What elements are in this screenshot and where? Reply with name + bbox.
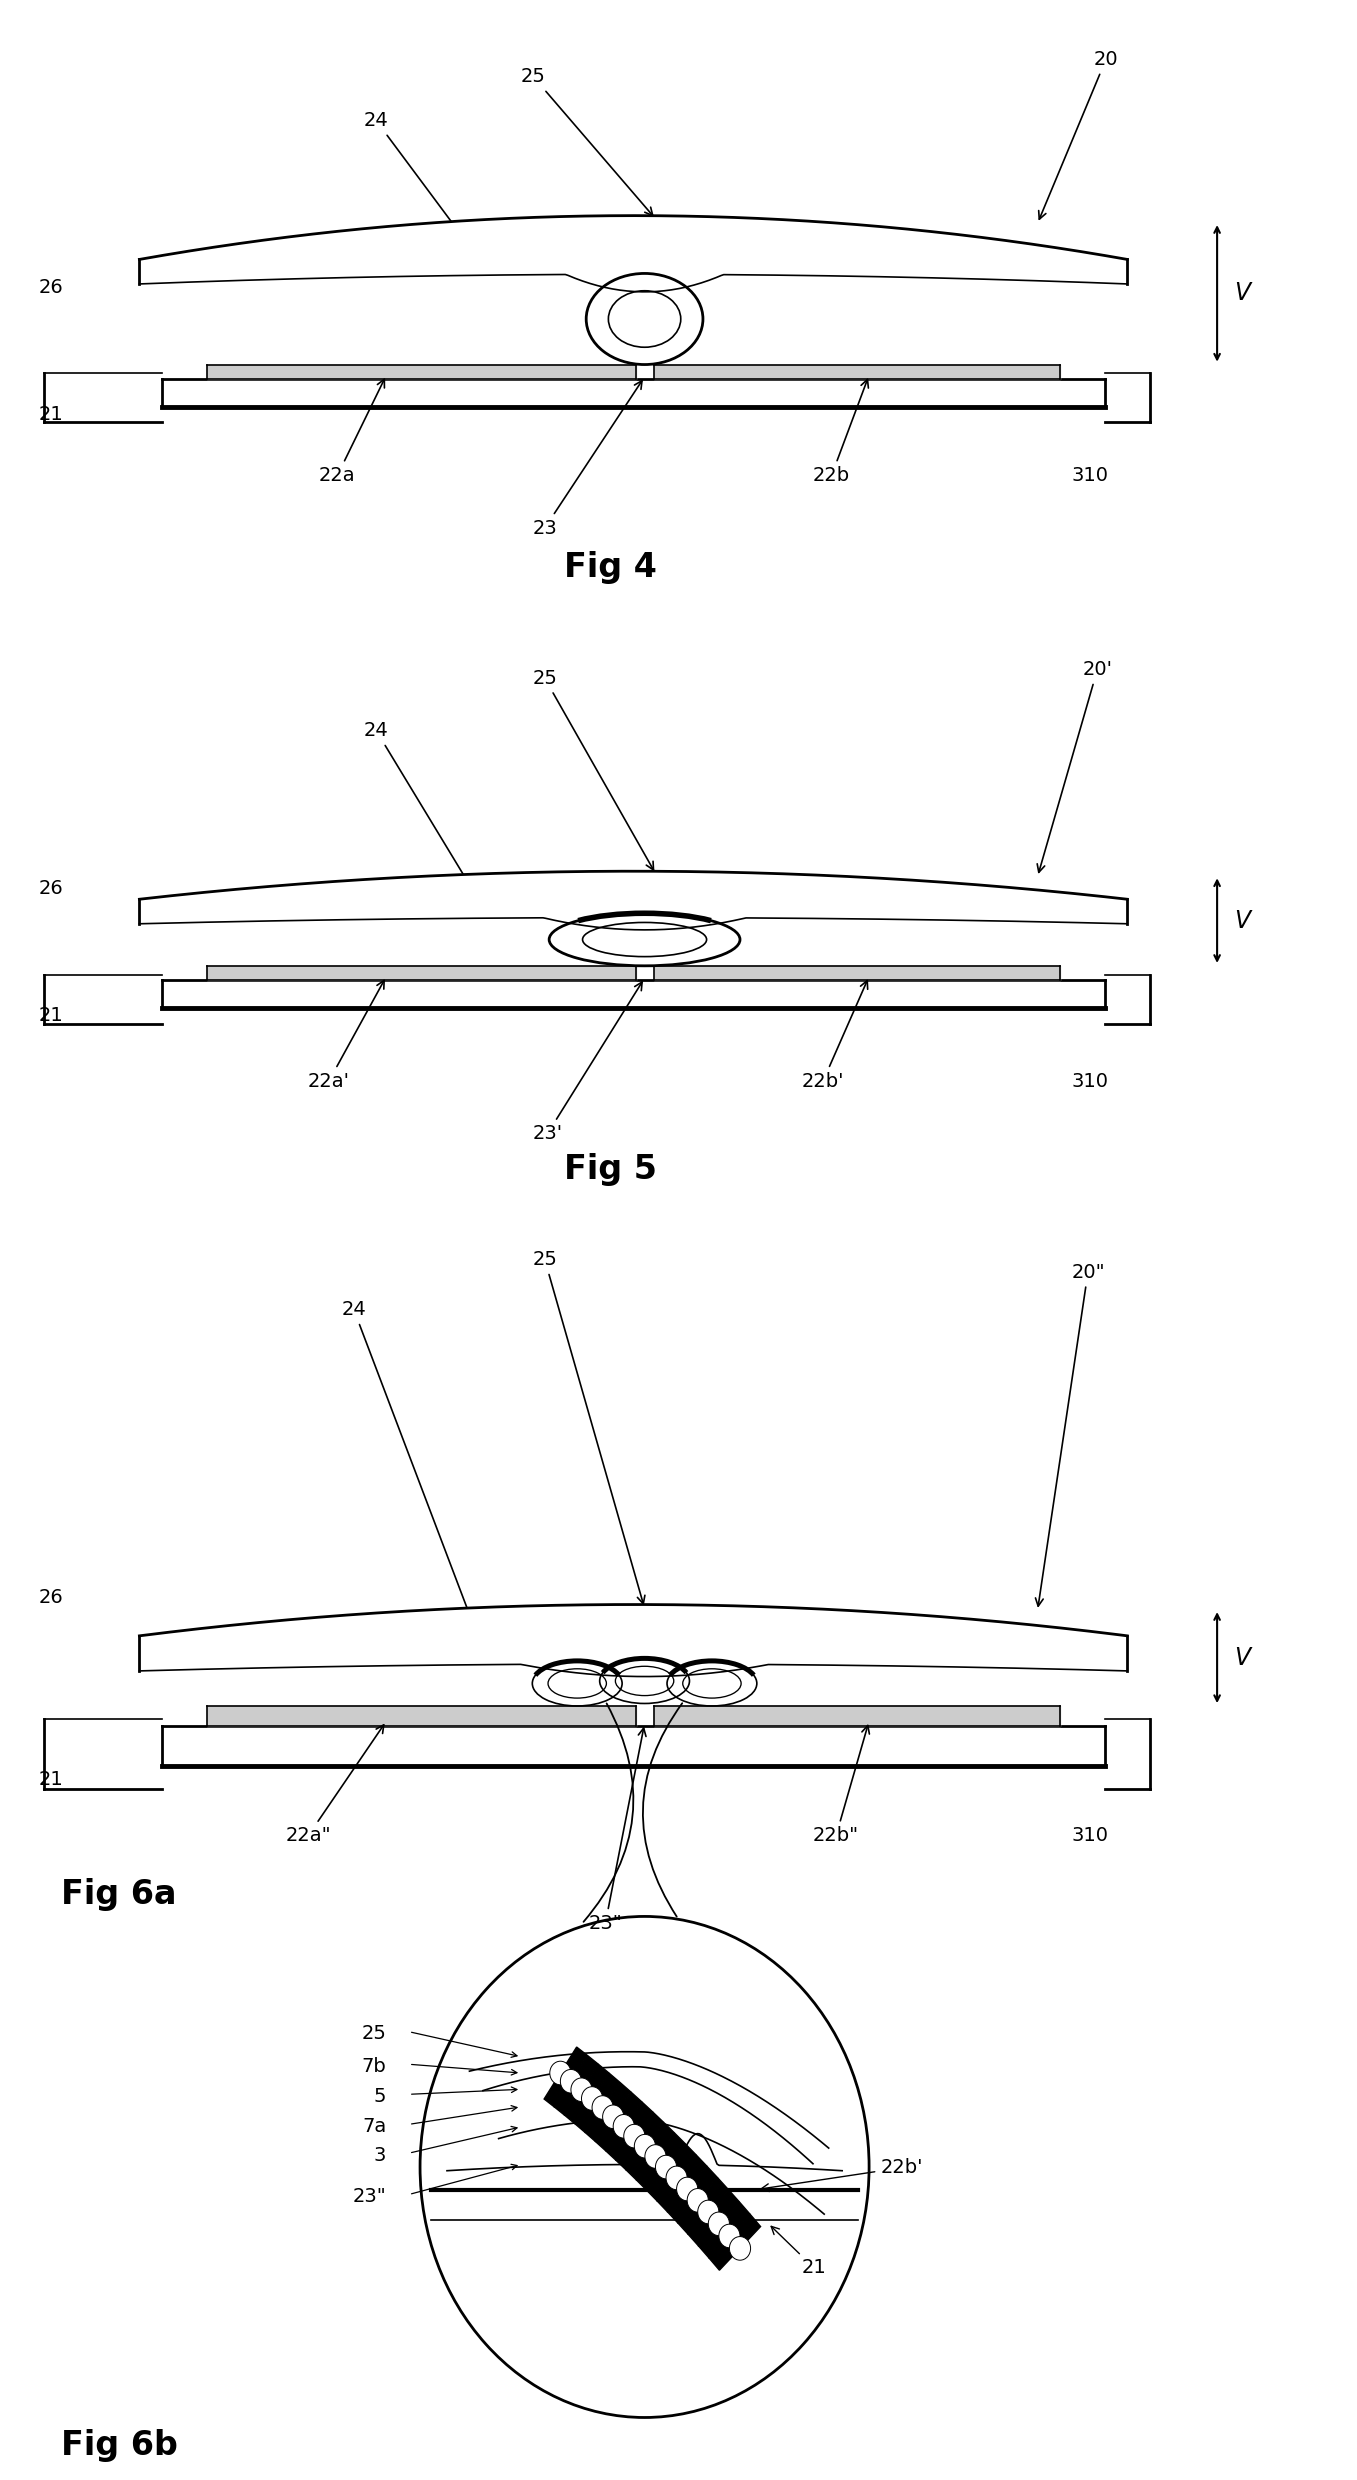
Text: V: V (1234, 280, 1250, 305)
Text: 24: 24 (364, 112, 474, 250)
Circle shape (560, 2068, 582, 2093)
Text: Fig 6a: Fig 6a (61, 1877, 176, 1912)
Text: V: V (1234, 1647, 1250, 1669)
Polygon shape (544, 2046, 588, 2108)
Circle shape (634, 2135, 655, 2158)
Text: 22b': 22b' (761, 2158, 923, 2192)
Polygon shape (555, 2056, 598, 2115)
Polygon shape (596, 2093, 642, 2150)
Text: 26: 26 (38, 878, 64, 898)
Polygon shape (677, 2177, 729, 2234)
Text: 21: 21 (38, 404, 64, 424)
Text: 26: 26 (38, 1587, 64, 1607)
Circle shape (708, 2212, 730, 2234)
Text: 25: 25 (532, 1250, 645, 1605)
Text: 22b: 22b (813, 379, 868, 486)
Text: Fig 5: Fig 5 (565, 1153, 657, 1185)
Text: 22b": 22b" (813, 1726, 870, 1845)
Text: 20': 20' (1037, 660, 1113, 873)
Text: 23": 23" (589, 1729, 646, 1932)
Polygon shape (575, 2073, 620, 2133)
Text: 25: 25 (361, 2024, 387, 2044)
Text: 20: 20 (1038, 50, 1118, 218)
Polygon shape (616, 2113, 664, 2170)
Circle shape (719, 2225, 740, 2247)
Text: Fig 6b: Fig 6b (61, 2428, 178, 2463)
Circle shape (613, 2115, 634, 2138)
Circle shape (624, 2125, 645, 2148)
Text: 310: 310 (1071, 1071, 1109, 1091)
Circle shape (603, 2106, 624, 2128)
Text: 24: 24 (342, 1300, 475, 1627)
Text: 24: 24 (364, 722, 474, 893)
Polygon shape (657, 2155, 707, 2212)
Text: 23": 23" (353, 2187, 387, 2207)
Text: 21: 21 (38, 1007, 64, 1024)
Text: 23': 23' (532, 982, 642, 1143)
Circle shape (730, 2237, 750, 2259)
Text: 7a: 7a (362, 2118, 387, 2135)
Text: 310: 310 (1071, 1825, 1109, 1845)
Text: V: V (1234, 908, 1250, 932)
Polygon shape (688, 2190, 740, 2247)
Text: 26: 26 (38, 278, 64, 298)
Circle shape (687, 2187, 708, 2212)
Circle shape (592, 2096, 613, 2120)
Text: 23: 23 (532, 379, 642, 538)
Text: 25: 25 (532, 670, 654, 870)
Polygon shape (636, 2133, 685, 2190)
Text: 7b: 7b (361, 2056, 387, 2076)
Text: 22a': 22a' (308, 980, 384, 1091)
Text: 22a: 22a (319, 379, 384, 486)
Circle shape (655, 2155, 677, 2180)
Text: 22b': 22b' (802, 980, 867, 1091)
Text: Fig 4: Fig 4 (565, 551, 657, 585)
Polygon shape (585, 2083, 631, 2143)
Polygon shape (565, 2063, 609, 2123)
Text: 25: 25 (521, 67, 653, 216)
Polygon shape (605, 2103, 653, 2160)
Text: 5: 5 (375, 2086, 387, 2106)
Text: 20": 20" (1035, 1262, 1105, 1607)
Circle shape (666, 2165, 687, 2190)
Circle shape (677, 2177, 697, 2200)
Text: 3: 3 (375, 2145, 387, 2165)
Polygon shape (668, 2165, 718, 2222)
Text: 21: 21 (771, 2227, 826, 2277)
Text: 310: 310 (1071, 466, 1109, 486)
Circle shape (697, 2200, 719, 2225)
Text: 22a": 22a" (285, 1726, 384, 1845)
Polygon shape (647, 2143, 696, 2202)
Polygon shape (708, 2215, 760, 2269)
Circle shape (582, 2086, 603, 2110)
Circle shape (645, 2145, 666, 2168)
Circle shape (550, 2061, 571, 2086)
Text: 21: 21 (38, 1771, 64, 1788)
Polygon shape (699, 2202, 750, 2259)
Polygon shape (626, 2123, 674, 2180)
Circle shape (571, 2078, 592, 2101)
